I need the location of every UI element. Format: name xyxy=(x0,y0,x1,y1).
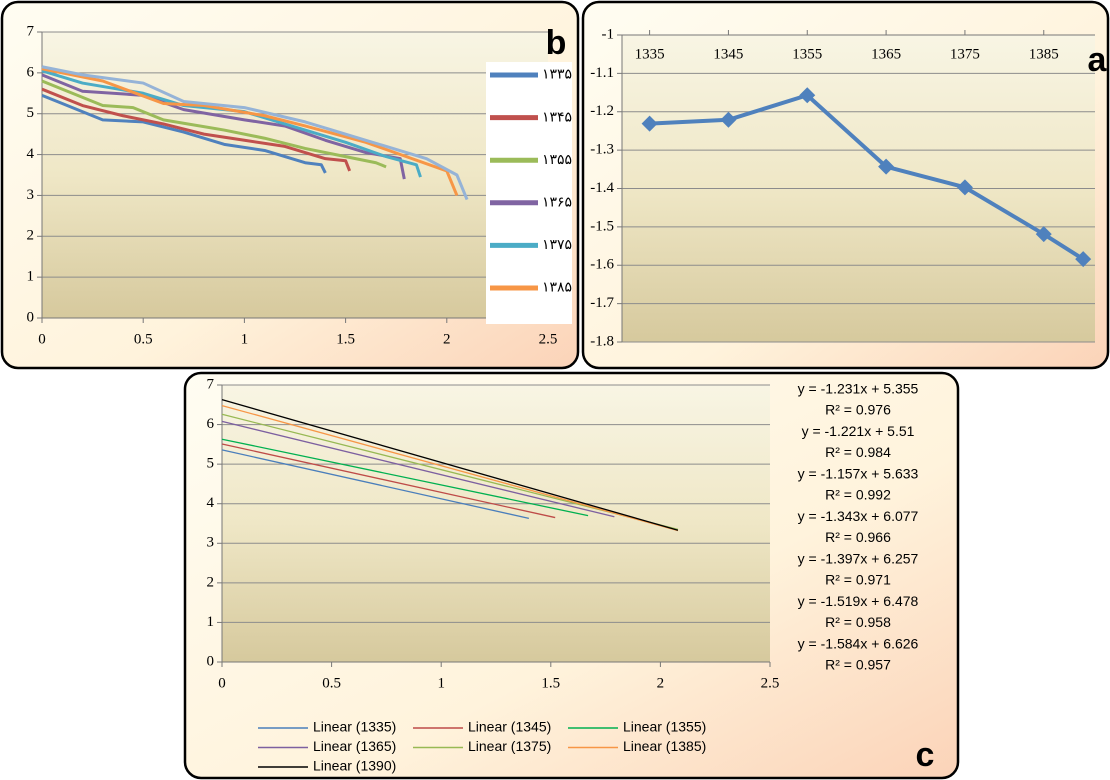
legend-label: Linear (1345) xyxy=(468,719,551,735)
y-tick-label: -1.8 xyxy=(590,333,614,349)
legend-label: Linear (1375) xyxy=(468,738,551,754)
x-tick-label: 1355 xyxy=(792,46,822,62)
y-tick-label: 1 xyxy=(207,614,215,630)
series-line xyxy=(41,93,327,174)
x-tick-label: 2 xyxy=(657,675,665,691)
legend-label: ۱۳۴۵ xyxy=(542,108,572,124)
series-line xyxy=(41,69,422,178)
series-line xyxy=(41,87,352,172)
y-tick-label: 5 xyxy=(27,105,35,121)
legend-label: ۱۳۳۵ xyxy=(542,66,572,82)
x-tick-label: 1 xyxy=(241,331,249,347)
legend-label: Linear (1385) xyxy=(623,738,706,754)
chart-panel: 0 1 2 3 4 5 6 7 0 0.5 1 1.5 2 2.5 ۱۳۳۵ ۱۳۴۵ ۱۳۵۵ ۱۳۶۵ ۱۳۷۵… xyxy=(0,0,580,370)
y-tick-label: 2 xyxy=(27,228,35,244)
y-tick-label: -1 xyxy=(602,26,615,42)
x-tick-label: 1.5 xyxy=(541,675,560,691)
panel-label: b xyxy=(546,24,567,62)
x-tick-label: 1375 xyxy=(950,46,980,62)
plot-area xyxy=(222,385,770,662)
marker xyxy=(1035,226,1052,243)
x-tick-label: 0.5 xyxy=(322,675,341,691)
trend-r2: R² = 0.976 xyxy=(825,402,891,418)
series-line xyxy=(41,67,459,197)
trend-equation: y = -1.584x + 6.626 xyxy=(798,636,919,652)
marker xyxy=(799,87,816,104)
chart-panel: -1 -1.1 -1.2 -1.3 -1.4 -1.5 -1.6 -1.7 -1.8 1335 13… xyxy=(581,0,1110,370)
y-tick-label: -1.7 xyxy=(590,295,614,311)
x-tick-label: 2 xyxy=(443,331,451,347)
marker xyxy=(641,115,658,132)
x-tick-label: 0.5 xyxy=(134,331,153,347)
trend-equation: y = -1.519x + 6.478 xyxy=(798,593,919,609)
y-tick-label: 2 xyxy=(207,574,215,590)
y-tick-label: 1 xyxy=(27,269,35,285)
trend-equation: y = -1.343x + 6.077 xyxy=(798,508,919,524)
y-tick-label: -1.2 xyxy=(590,103,614,119)
y-tick-label: 0 xyxy=(207,653,215,669)
y-tick-label: 6 xyxy=(27,64,35,80)
x-tick-label: 1345 xyxy=(713,46,743,62)
plot-area xyxy=(42,32,548,318)
trend-equation: y = -1.397x + 6.257 xyxy=(798,551,919,567)
x-tick-label: 0 xyxy=(218,675,226,691)
trend-r2: R² = 0.957 xyxy=(825,657,891,673)
y-tick-label: 7 xyxy=(27,23,35,39)
legend-label: ۱۳۷۵ xyxy=(542,236,572,252)
x-tick-label: 1 xyxy=(437,675,445,691)
legend-label: ۱۳۵۵ xyxy=(542,151,572,167)
series-line xyxy=(41,79,387,169)
legend-label: ۱۳۸۵ xyxy=(542,279,572,295)
y-tick-label: 3 xyxy=(207,535,215,551)
x-tick-label: 1.5 xyxy=(336,331,355,347)
series-line xyxy=(41,65,469,201)
panel-label: c xyxy=(916,736,935,774)
y-tick-label: 0 xyxy=(27,309,35,325)
y-tick-label: -1.5 xyxy=(590,218,614,234)
y-tick-label: -1.3 xyxy=(590,142,614,158)
y-tick-label: 3 xyxy=(27,187,35,203)
marker xyxy=(878,158,895,175)
legend-label: Linear (1365) xyxy=(313,738,396,754)
y-tick-label: 4 xyxy=(27,146,35,162)
trend-r2: R² = 0.971 xyxy=(825,572,891,588)
y-tick-label: -1.1 xyxy=(590,65,614,81)
y-tick-label: -1.4 xyxy=(590,180,614,196)
panel-label: a xyxy=(1088,41,1108,79)
series-line xyxy=(221,404,679,532)
chart-panel: 0 1 2 3 4 5 6 7 0 0.5 1 1.5 2 2.5 y = -1.231x + 5.355 R… xyxy=(183,371,960,780)
series-line xyxy=(221,443,556,519)
legend-label: Linear (1355) xyxy=(623,719,706,735)
y-tick-label: 7 xyxy=(207,376,215,392)
trend-equation: y = -1.157x + 5.633 xyxy=(798,466,919,482)
series-line xyxy=(221,449,530,519)
legend-label: Linear (1335) xyxy=(313,719,396,735)
legend-box xyxy=(486,62,572,324)
y-tick-label: -1.6 xyxy=(590,257,614,273)
x-tick-label: 2.5 xyxy=(539,331,558,347)
trend-r2: R² = 0.992 xyxy=(825,487,891,503)
marker xyxy=(956,179,973,196)
marker xyxy=(1075,251,1092,268)
trend-r2: R² = 0.958 xyxy=(825,614,891,630)
x-tick-label: 0 xyxy=(38,331,46,347)
y-tick-label: 5 xyxy=(207,456,215,472)
x-tick-label: 2.5 xyxy=(761,675,780,691)
marker xyxy=(720,111,737,128)
series-line xyxy=(221,420,615,518)
legend-label: ۱۳۶۵ xyxy=(542,194,572,210)
series-line xyxy=(221,438,589,517)
trend-equation: y = -1.221x + 5.51 xyxy=(802,423,915,439)
x-tick-label: 1365 xyxy=(871,46,901,62)
trend-equation: y = -1.231x + 5.355 xyxy=(798,381,919,397)
legend-label: Linear (1390) xyxy=(313,758,396,774)
y-tick-label: 4 xyxy=(207,495,215,511)
trend-r2: R² = 0.984 xyxy=(825,444,891,460)
series-line xyxy=(221,399,679,531)
y-tick-label: 6 xyxy=(207,416,215,432)
trend-r2: R² = 0.966 xyxy=(825,529,891,545)
x-tick-label: 1335 xyxy=(635,46,665,62)
x-tick-label: 1385 xyxy=(1029,46,1059,62)
